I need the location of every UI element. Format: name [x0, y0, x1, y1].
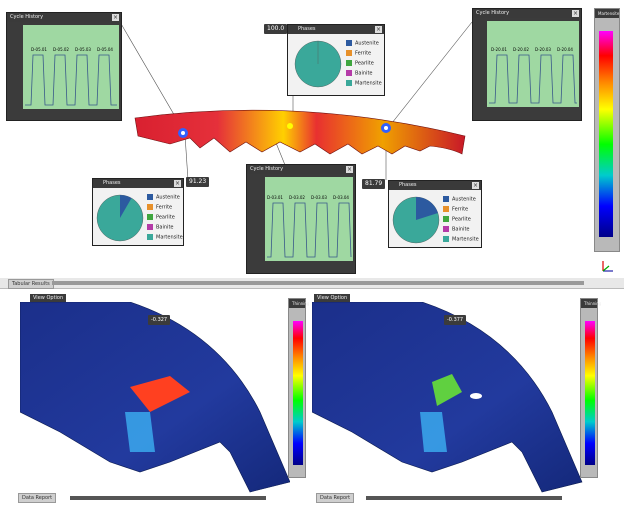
- legend-martensite: Martensite: [156, 234, 183, 241]
- scale-title: Martensite: [595, 9, 619, 18]
- viewport-bottom-right[interactable]: View Option -0.377 Thinning Data Report: [312, 290, 624, 510]
- cycle-history-right[interactable]: Cycle History × D-20.01 D-20.02 D-20.03 D…: [472, 8, 582, 121]
- cycle-curves: [267, 202, 352, 258]
- phase-value-badge: 81.79: [362, 179, 386, 189]
- legend-martensite: Martensite: [452, 236, 479, 243]
- legend-pearlite: Pearlite: [355, 60, 374, 67]
- series-label: D-20.02: [513, 47, 529, 52]
- martensite-color-scale: Martensite: [594, 8, 620, 252]
- close-icon[interactable]: ×: [112, 14, 119, 21]
- scale-bar: [585, 321, 595, 465]
- viewport-bottom-left[interactable]: View Option -0.327 Thinning Data Report: [0, 290, 310, 510]
- close-icon[interactable]: ×: [346, 166, 353, 173]
- legend-bainite: Bainite: [355, 70, 373, 77]
- legend-ferrite: Ferrite: [156, 204, 173, 211]
- tabular-results-tab[interactable]: Tabular Results: [8, 279, 54, 289]
- scale-title: Thinning: [289, 299, 309, 308]
- axis-triad-icon: [600, 258, 614, 272]
- series-label: D-20.04: [557, 47, 573, 52]
- legend-austenite: Austenite: [355, 40, 379, 47]
- cycle-curves: [489, 54, 577, 104]
- legend-ferrite: Ferrite: [452, 206, 469, 213]
- thinning-scale-right: Thinning: [580, 298, 601, 478]
- series-label: D-03.04: [333, 195, 349, 200]
- data-report-tab[interactable]: Data Report: [316, 493, 355, 503]
- phases-top[interactable]: Phases × Austenite Ferrite Pearlite Baini…: [287, 24, 385, 96]
- close-icon[interactable]: ×: [174, 180, 181, 187]
- series-label: D-05.03: [75, 47, 91, 52]
- view-option-tab[interactable]: View Option: [314, 294, 351, 302]
- series-label: D-03.03: [311, 195, 327, 200]
- timeline-bar[interactable]: [70, 496, 266, 500]
- results-tab-strip: Tabular Results: [0, 278, 624, 289]
- top-viewport: Cycle History × D-05.01 D-05.02 D-05.03 D…: [0, 8, 624, 279]
- view-option-tab[interactable]: View Option: [30, 294, 67, 302]
- series-label: D-05.02: [53, 47, 69, 52]
- part-heatmap[interactable]: [130, 96, 470, 166]
- legend-austenite: Austenite: [156, 194, 180, 201]
- thinning-scale-left: Thinning: [288, 298, 309, 478]
- part-mesh-left[interactable]: [20, 302, 290, 494]
- window-title: Phases: [399, 182, 417, 188]
- scale-bar: [293, 321, 303, 465]
- window-title: Cycle History: [250, 166, 284, 172]
- series-label: D-05.01: [31, 47, 47, 52]
- timeline-bar[interactable]: [52, 281, 584, 285]
- data-report-tab[interactable]: Data Report: [18, 493, 57, 503]
- scale-title: Thinning: [581, 299, 601, 308]
- cycle-plot: D-20.01 D-20.02 D-20.03 D-20.04: [487, 21, 579, 107]
- legend-martensite: Martensite: [355, 80, 382, 87]
- series-label: D-20.03: [535, 47, 551, 52]
- close-icon[interactable]: ×: [375, 26, 382, 33]
- legend-bainite: Bainite: [452, 226, 470, 233]
- series-label: D-05.04: [97, 47, 113, 52]
- probe-value-badge: -0.327: [148, 315, 171, 325]
- window-title: Phases: [298, 26, 316, 32]
- legend-pearlite: Pearlite: [452, 216, 471, 223]
- probe-value-badge: -0.377: [444, 315, 467, 325]
- series-label: D-03.02: [289, 195, 305, 200]
- cycle-plot: D-05.01 D-05.02 D-05.03 D-05.04: [23, 25, 119, 109]
- window-title: Cycle History: [10, 14, 44, 20]
- legend-bainite: Bainite: [156, 224, 174, 231]
- timeline-bar[interactable]: [366, 496, 562, 500]
- window-title: Phases: [103, 180, 121, 186]
- series-label: D-20.01: [491, 47, 507, 52]
- legend-pearlite: Pearlite: [156, 214, 175, 221]
- phase-pie: [294, 40, 342, 88]
- cycle-history-center[interactable]: Cycle History × D-03.01 D-03.02 D-03.03 D…: [246, 164, 356, 274]
- scale-bar: [599, 31, 613, 237]
- window-title: Cycle History: [476, 10, 510, 16]
- phase-body: Austenite Ferrite Pearlite Bainite Marte…: [288, 34, 384, 95]
- legend-ferrite: Ferrite: [355, 50, 372, 57]
- phase-value-badge: 100.0: [264, 24, 288, 34]
- phases-left[interactable]: Phases × Austenite Ferrite Pearlite Baini…: [92, 178, 184, 246]
- phase-pie: [392, 196, 440, 244]
- cycle-plot: D-03.01 D-03.02 D-03.03 D-03.04: [265, 177, 353, 261]
- legend-austenite: Austenite: [452, 196, 476, 203]
- cycle-curves: [25, 54, 117, 106]
- part-mesh-right[interactable]: [312, 302, 584, 494]
- series-label: D-03.01: [267, 195, 283, 200]
- close-icon[interactable]: ×: [572, 10, 579, 17]
- close-icon[interactable]: ×: [472, 182, 479, 189]
- phase-pie: [96, 194, 144, 242]
- cycle-history-left[interactable]: Cycle History × D-05.01 D-05.02 D-05.03 D…: [6, 12, 122, 121]
- phase-body: Austenite Ferrite Pearlite Bainite Marte…: [389, 190, 481, 247]
- phases-right[interactable]: Phases × Austenite Ferrite Pearlite Baini…: [388, 180, 482, 248]
- phase-body: Austenite Ferrite Pearlite Bainite Marte…: [93, 188, 183, 245]
- phase-value-badge: 91.23: [186, 177, 210, 187]
